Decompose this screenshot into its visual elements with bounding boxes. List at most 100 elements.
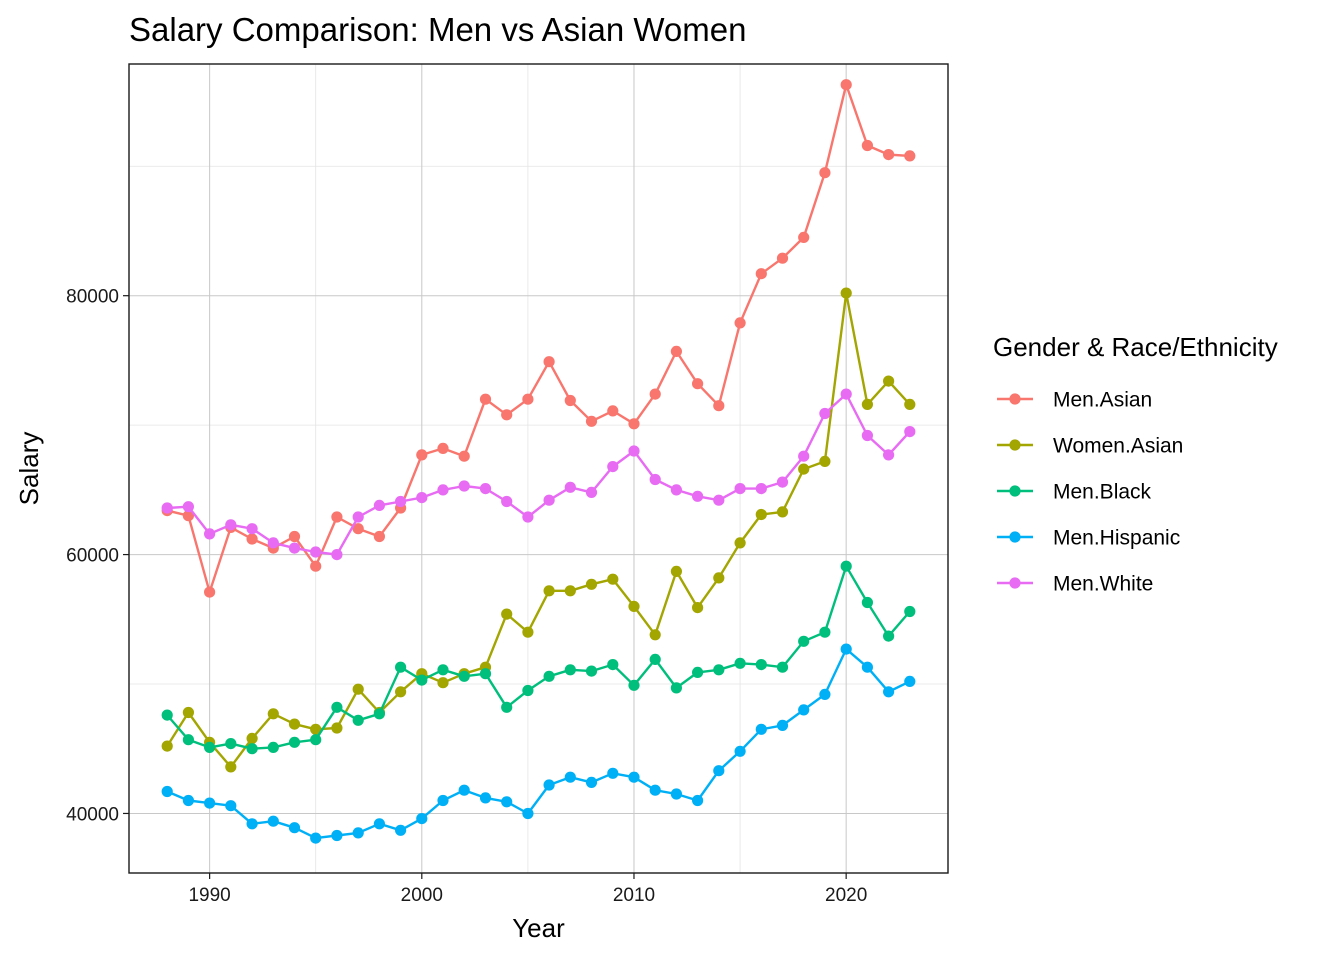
- data-point-men-hispanic: [352, 827, 364, 839]
- data-point-men-white: [395, 495, 407, 508]
- data-point-women-asian: [840, 287, 852, 299]
- data-point-men-white: [352, 511, 364, 523]
- data-point-men-white: [840, 388, 852, 400]
- data-point-men-black: [861, 596, 874, 609]
- data-point-men-asian: [776, 252, 789, 264]
- data-point-women-asian: [776, 506, 789, 518]
- data-point-men-white: [204, 528, 216, 540]
- data-point-men-hispanic: [628, 771, 640, 783]
- legend-label: Men.Black: [1053, 481, 1152, 504]
- data-point-men-black: [607, 659, 619, 671]
- data-point-men-black: [522, 684, 534, 697]
- chart-title: Salary Comparison: Men vs Asian Women: [129, 11, 746, 48]
- data-point-men-asian: [861, 139, 874, 152]
- data-point-women-asian: [628, 600, 640, 613]
- data-point-men-white: [543, 494, 555, 506]
- data-point-women-asian: [161, 740, 173, 752]
- data-point-men-hispanic: [883, 686, 895, 698]
- data-point-men-white: [501, 495, 513, 508]
- legend-label: Men.White: [1053, 573, 1153, 596]
- y-tick-label: 80000: [66, 287, 119, 308]
- series-women-asian: [161, 287, 916, 773]
- data-point-men-asian: [564, 394, 576, 407]
- data-point-men-asian: [692, 378, 704, 390]
- data-point-women-asian: [713, 572, 725, 584]
- legend-item-men-white: Men.White: [997, 573, 1153, 596]
- data-point-men-black: [310, 734, 322, 746]
- data-point-men-asian: [755, 268, 767, 280]
- data-point-men-black: [267, 741, 279, 754]
- data-point-men-hispanic: [904, 675, 916, 688]
- data-point-men-black: [395, 661, 407, 673]
- data-point-men-white: [161, 502, 173, 514]
- data-point-men-white: [522, 511, 534, 523]
- data-point-men-hispanic: [501, 796, 513, 808]
- data-point-men-asian: [204, 586, 216, 598]
- data-point-women-asian: [564, 585, 576, 597]
- legend-label: Men.Asian: [1053, 389, 1152, 412]
- plot-panel: [128, 63, 949, 874]
- data-point-women-asian: [395, 686, 407, 698]
- data-point-men-black: [416, 674, 428, 686]
- data-point-women-asian: [755, 508, 767, 521]
- data-point-men-hispanic: [840, 643, 852, 655]
- data-point-men-asian: [246, 533, 258, 545]
- data-point-men-asian: [798, 231, 810, 243]
- data-point-men-white: [670, 484, 683, 496]
- data-point-men-black: [564, 664, 576, 676]
- data-point-women-asian: [904, 398, 916, 410]
- legend-item-men-asian: Men.Asian: [997, 389, 1152, 412]
- data-point-men-asian: [310, 560, 322, 572]
- data-point-women-asian: [522, 626, 534, 638]
- legend: Gender & Race/Ethnicity Men.Asian Women.A…: [993, 332, 1278, 596]
- data-point-men-white: [246, 523, 258, 535]
- legend-key-point: [1009, 439, 1021, 451]
- data-point-men-black: [670, 682, 683, 694]
- data-point-men-hispanic: [776, 719, 789, 732]
- data-point-men-hispanic: [182, 794, 194, 807]
- data-point-men-asian: [607, 405, 619, 417]
- data-point-women-asian: [288, 718, 301, 730]
- data-point-men-hispanic: [416, 813, 428, 825]
- data-point-women-asian: [543, 585, 555, 597]
- data-point-men-white: [585, 486, 598, 498]
- series-line-men-black: [165, 565, 911, 750]
- legend-title: Gender & Race/Ethnicity: [993, 332, 1278, 362]
- data-point-men-white: [798, 450, 810, 462]
- data-point-men-white: [819, 407, 831, 420]
- data-point-men-hispanic: [649, 784, 661, 796]
- data-point-men-asian: [288, 530, 301, 543]
- data-point-men-black: [585, 665, 598, 677]
- series-men-white: [161, 388, 916, 561]
- data-point-men-black: [246, 743, 258, 755]
- data-point-men-white: [734, 483, 746, 495]
- axes: 1990 2000 2010 2020 40000 60000 80000: [66, 287, 867, 906]
- data-point-men-black: [713, 664, 725, 676]
- data-point-men-white: [692, 490, 704, 502]
- data-point-men-asian: [883, 149, 895, 161]
- data-point-men-hispanic: [819, 688, 831, 701]
- data-point-women-asian: [310, 723, 322, 735]
- data-point-men-white: [713, 494, 725, 506]
- data-point-men-white: [267, 537, 279, 549]
- x-tick-label: 2020: [825, 885, 867, 906]
- legend-key-point: [1009, 485, 1021, 497]
- data-point-men-asian: [585, 415, 598, 427]
- data-point-men-asian: [819, 167, 831, 179]
- series-line-men-hispanic: [165, 647, 911, 840]
- data-point-men-hispanic: [437, 794, 449, 807]
- data-point-men-white: [628, 445, 640, 457]
- data-point-women-asian: [585, 578, 598, 590]
- data-point-men-black: [840, 560, 852, 572]
- x-tick-label: 2000: [401, 885, 443, 906]
- data-point-men-asian: [649, 388, 661, 400]
- data-point-men-black: [288, 736, 301, 748]
- data-point-men-asian: [458, 450, 470, 462]
- legend-label: Women.Asian: [1053, 435, 1183, 458]
- data-point-women-asian: [437, 677, 449, 689]
- data-point-men-hispanic: [310, 832, 322, 844]
- data-point-men-asian: [331, 511, 343, 523]
- data-point-men-asian: [840, 79, 852, 91]
- legend-key-point: [1009, 531, 1021, 543]
- data-point-men-black: [883, 630, 895, 642]
